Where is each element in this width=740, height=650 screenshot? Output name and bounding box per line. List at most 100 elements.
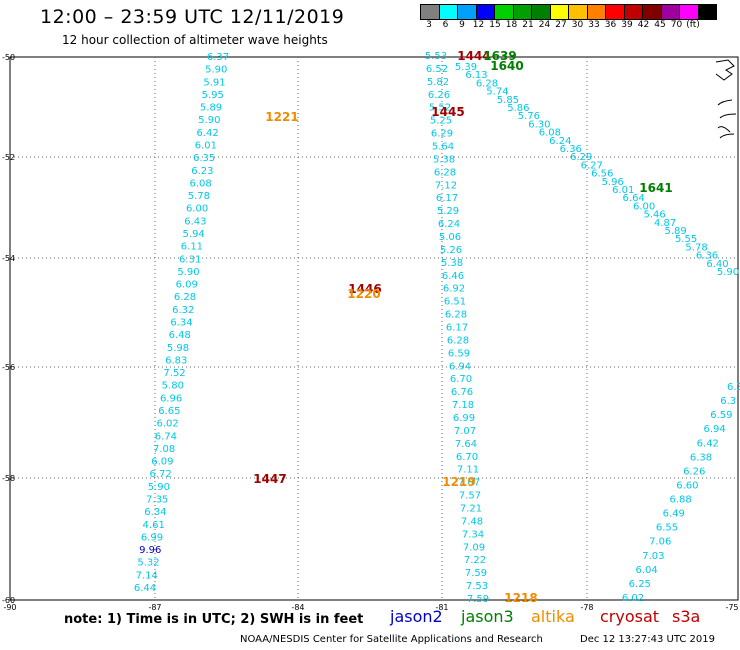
track-point-cryosat: 7.22 (464, 555, 486, 566)
scale-label: 36 (604, 20, 617, 30)
track-point-altika: 5.90 (198, 115, 220, 126)
track-point-s3a: 6.42 (697, 438, 719, 449)
lon-label: -78 (580, 603, 593, 612)
scale-label: 15 (489, 20, 501, 30)
track-point-cryosat: 6.70 (456, 452, 478, 463)
track-point-s3a: 6.04 (635, 565, 657, 576)
scale-label: 12 (472, 20, 485, 30)
track-point-cryosat: 6.76 (451, 387, 473, 398)
scale-label: 39 (621, 20, 633, 30)
track-point-cryosat: 7.34 (462, 529, 484, 540)
scale-label: 24 (538, 20, 551, 30)
scale-label: 27 (555, 20, 567, 30)
track-point-altika: 5.90 (148, 482, 170, 493)
track-point-cryosat: 6.51 (444, 297, 466, 308)
track-point-jason3: 5.74 (486, 87, 508, 98)
track-point-altika: 6.28 (174, 292, 196, 303)
track-point-jason3: 5.39 (455, 62, 477, 73)
track-point-cryosat: 7.11 (457, 465, 479, 476)
legend-s3a: s3a (672, 607, 701, 626)
track-point-jason3: 6.08 (539, 128, 561, 139)
track-point-cryosat: 6.28 (434, 167, 456, 178)
track-point-cryosat: 7.18 (452, 400, 474, 411)
track-point-cryosat: 7.59 (467, 594, 489, 605)
track-point-cryosat: 6.26 (428, 90, 450, 101)
track-point-s3a: 6.59 (710, 410, 732, 421)
track-point-altika: 4.61 (143, 520, 165, 531)
track-point-altika: 6.83 (165, 355, 187, 366)
track-point-cryosat: 6.24 (438, 219, 460, 230)
track-point-altika: 6.96 (160, 393, 182, 404)
track-point-altika: 5.90 (177, 267, 199, 278)
track-point-altika: 5.98 (167, 343, 189, 354)
track-point-cryosat: 7.59 (465, 568, 487, 579)
track-point-cryosat: 5.06 (439, 232, 461, 243)
track-point-jason3: 6.30 (528, 119, 550, 130)
track-point-altika: 7.52 (163, 368, 185, 379)
track-point-jason3: 6.28 (476, 78, 498, 89)
track-point-altika: 5.80 (162, 381, 184, 392)
track-point-altika: 6.44 (134, 583, 156, 594)
track-point-altika: 6.11 (181, 242, 203, 253)
track-point-cryosat: 5.38 (441, 258, 463, 269)
track-point-altika: 6.01 (195, 141, 217, 152)
track-point-cryosat: 7.12 (435, 180, 457, 191)
track-point-jason3: 6.40 (706, 259, 728, 270)
track-point-altika: 6.09 (176, 280, 198, 291)
track-point-cryosat: 6.17 (436, 193, 458, 204)
track-point-jason3: 4.87 (654, 218, 676, 229)
track-point-altika: 6.08 (189, 178, 211, 189)
scale-label: 30 (571, 20, 584, 30)
track-point-altika: 6.02 (156, 419, 178, 430)
track-point-jason3: 5.90 (717, 267, 739, 278)
track-point-s3a: 6.55 (656, 523, 678, 534)
track-point-s3a: 6.3 (720, 396, 736, 407)
track-point-altika: 6.31 (179, 254, 201, 265)
track-point-jason3: 6.29 (570, 152, 592, 163)
track-point-cryosat: 5.26 (440, 245, 462, 256)
track-point-s3a: 6.25 (629, 579, 651, 590)
scale-label: 45 (654, 20, 666, 30)
lat-label: -58 (2, 474, 15, 483)
track-point-cryosat: 5.29 (437, 206, 459, 217)
track-point-jason3: 6.36 (696, 251, 718, 262)
track-point-altika: 6.35 (193, 153, 215, 164)
track-point-jason3: 5.76 (518, 111, 540, 122)
track-point-altika: 6.48 (169, 330, 191, 341)
coastline (717, 99, 733, 106)
track-point-s3a: 7.03 (642, 551, 664, 562)
track-point-cryosat: 6.17 (446, 323, 468, 334)
track-point-altika: 5.94 (183, 229, 205, 240)
track-point-altika: 6.34 (170, 318, 192, 329)
lon-label: -81 (435, 603, 448, 612)
pass-time-jason3: 1641 (639, 181, 672, 195)
lat-label: -54 (2, 254, 15, 263)
coastline (717, 126, 731, 133)
track-point-altika: 7.35 (146, 495, 168, 506)
scale-label: 33 (588, 20, 600, 30)
track-point-cryosat: 7.53 (466, 581, 488, 592)
lon-label: -90 (3, 603, 16, 612)
track-point-cryosat: 7.48 (461, 516, 483, 527)
lon-label: -87 (148, 603, 161, 612)
track-point-s3a: 6.26 (683, 466, 705, 477)
track-point-cryosat: 7.21 (460, 504, 482, 515)
track-point-altika: 6.00 (186, 204, 208, 215)
track-point-altika: 5.78 (188, 191, 210, 202)
scale-label: 6 (442, 20, 449, 30)
scale-label: (ft) (686, 20, 700, 30)
track-point-altika: 5.89 (200, 103, 222, 114)
lat-label: -52 (2, 153, 15, 162)
track-point-s3a: 6.60 (676, 480, 698, 491)
track-point-cryosat: 5.64 (432, 142, 454, 153)
track-point-altika: 6.09 (151, 457, 173, 468)
coastline (715, 59, 735, 81)
track-point-cryosat: 7.64 (455, 439, 477, 450)
track-point-altika: 6.32 (172, 305, 194, 316)
track-point-cryosat: 7.09 (463, 542, 485, 553)
pass-time-jason3: 1640 (490, 59, 523, 73)
pass-time-jason3: 1639 (483, 49, 516, 63)
lat-label: -50 (2, 53, 15, 62)
track-point-jason3: 6.36 (560, 144, 582, 155)
track-point-cryosat: 6.28 (445, 310, 467, 321)
